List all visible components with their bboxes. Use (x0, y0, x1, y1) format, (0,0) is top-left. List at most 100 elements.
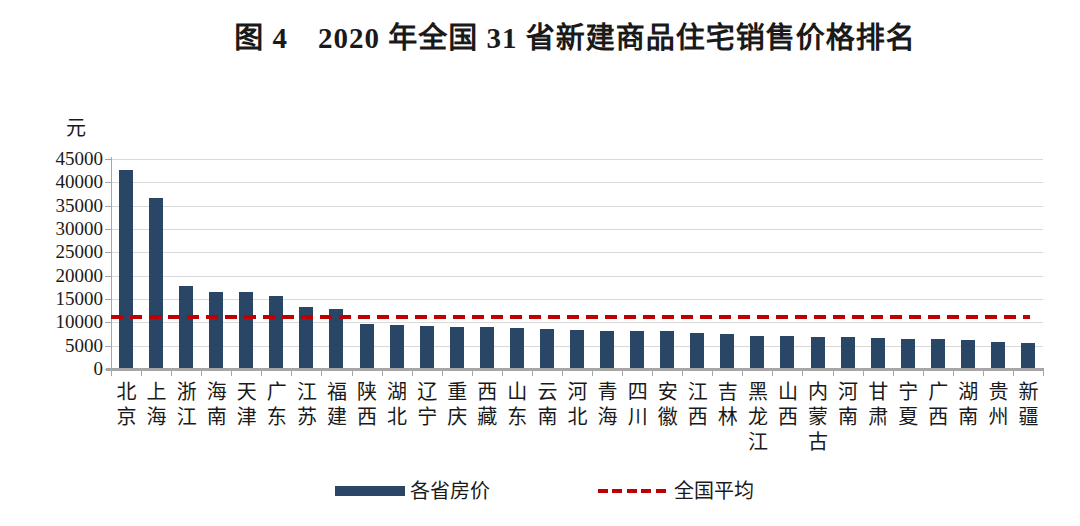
x-axis-tick (562, 371, 563, 376)
x-axis-label: 甘肃 (867, 381, 887, 431)
bar (450, 327, 464, 370)
bar (360, 324, 374, 370)
national-average-line (111, 315, 1030, 319)
x-axis-tick (682, 371, 683, 376)
bar (811, 337, 825, 370)
bar (780, 336, 794, 370)
x-axis-label: 新疆 (1017, 381, 1037, 431)
bar (540, 329, 554, 370)
plot-area: 0 5000 10000 15000 20000 25000 30000 35000 40000… (0, 0, 1080, 526)
bar (600, 331, 614, 370)
y-axis-tick-label: 25000 (39, 242, 103, 262)
x-axis-tick (532, 371, 533, 376)
x-axis-tick (1043, 371, 1044, 376)
bar (841, 337, 855, 370)
gridline (111, 229, 1043, 230)
x-axis-label: 吉林 (716, 381, 736, 431)
x-axis-tick (201, 371, 202, 376)
x-axis-label: 浙江 (175, 381, 195, 431)
x-axis-tick (111, 371, 112, 376)
x-axis-tick (261, 371, 262, 376)
x-axis-label: 天津 (235, 381, 255, 431)
bar (720, 334, 734, 370)
x-axis-label: 福建 (325, 381, 345, 431)
bar (931, 339, 945, 370)
x-axis-line (106, 368, 1044, 371)
x-axis-tick (772, 371, 773, 376)
bar (510, 328, 524, 370)
bar (991, 342, 1005, 370)
x-axis-label: 云南 (536, 381, 556, 431)
x-axis-label: 辽宁 (416, 381, 436, 431)
legend-bar-swatch (335, 486, 405, 496)
bar (750, 336, 764, 370)
x-axis-tick (953, 371, 954, 376)
x-axis-tick (742, 371, 743, 376)
x-axis-tick (412, 371, 413, 376)
bar (480, 327, 494, 370)
x-axis-tick (983, 371, 984, 376)
bar (901, 339, 915, 370)
housing-price-chart-figure: 图 4 2020 年全国 31 省新建商品住宅销售价格排名 元 05000100… (0, 0, 1080, 526)
y-axis-tick-label: 45000 (39, 149, 103, 169)
x-axis-tick (141, 371, 142, 376)
y-axis-tick-label: 5000 (39, 336, 103, 356)
x-axis-label: 山东 (506, 381, 526, 431)
legend-average-label: 全国平均 (674, 475, 754, 504)
x-axis-tick (592, 371, 593, 376)
x-axis-label: 河北 (566, 381, 586, 431)
x-axis-label: 贵州 (987, 381, 1007, 431)
gridline (111, 159, 1043, 160)
bar (179, 286, 193, 370)
y-axis-tick-label: 10000 (39, 312, 103, 332)
x-axis-label: 黑龙江 (746, 381, 766, 456)
x-axis-label: 宁夏 (897, 381, 917, 431)
x-axis-tick (923, 371, 924, 376)
x-axis-label: 陕西 (356, 381, 376, 431)
x-axis-tick (1013, 371, 1014, 376)
gridline (111, 276, 1043, 277)
y-axis-tick-label: 30000 (39, 219, 103, 239)
x-axis-tick (382, 371, 383, 376)
bar (149, 198, 163, 370)
y-axis-line (111, 157, 112, 372)
x-axis-tick (502, 371, 503, 376)
x-axis-label: 北京 (115, 381, 135, 431)
x-axis-tick (472, 371, 473, 376)
y-axis-tick-label: 35000 (39, 196, 103, 216)
x-axis-tick (442, 371, 443, 376)
y-axis-tick-label: 20000 (39, 266, 103, 286)
x-axis-label: 山西 (776, 381, 796, 431)
x-axis-label: 湖南 (957, 381, 977, 431)
gridline (111, 252, 1043, 253)
x-axis-tick (352, 371, 353, 376)
x-axis-label: 广西 (927, 381, 947, 431)
bar (660, 331, 674, 370)
bar (209, 292, 223, 370)
x-axis-label: 海南 (205, 381, 225, 431)
bar (630, 331, 644, 370)
bar (390, 325, 404, 370)
y-axis-tick-label: 15000 (39, 289, 103, 309)
y-axis-tick-label: 0 (39, 359, 103, 379)
bar (570, 330, 584, 370)
x-axis-label: 四川 (626, 381, 646, 431)
x-axis-tick (231, 371, 232, 376)
x-axis-label: 西藏 (476, 381, 496, 431)
x-axis-label: 河南 (837, 381, 857, 431)
gridline (111, 206, 1043, 207)
x-axis-tick (863, 371, 864, 376)
bar (119, 170, 133, 370)
legend-average-line-swatch (598, 489, 670, 493)
x-axis-tick (291, 371, 292, 376)
gridline (111, 182, 1043, 183)
x-axis-tick (893, 371, 894, 376)
x-axis-tick (833, 371, 834, 376)
x-axis-label: 内蒙古 (807, 381, 827, 456)
bar (961, 340, 975, 370)
x-axis-tick (652, 371, 653, 376)
x-axis-label: 重庆 (446, 381, 466, 431)
bar (871, 338, 885, 370)
x-axis-tick (802, 371, 803, 376)
y-axis-tick-label: 40000 (39, 172, 103, 192)
